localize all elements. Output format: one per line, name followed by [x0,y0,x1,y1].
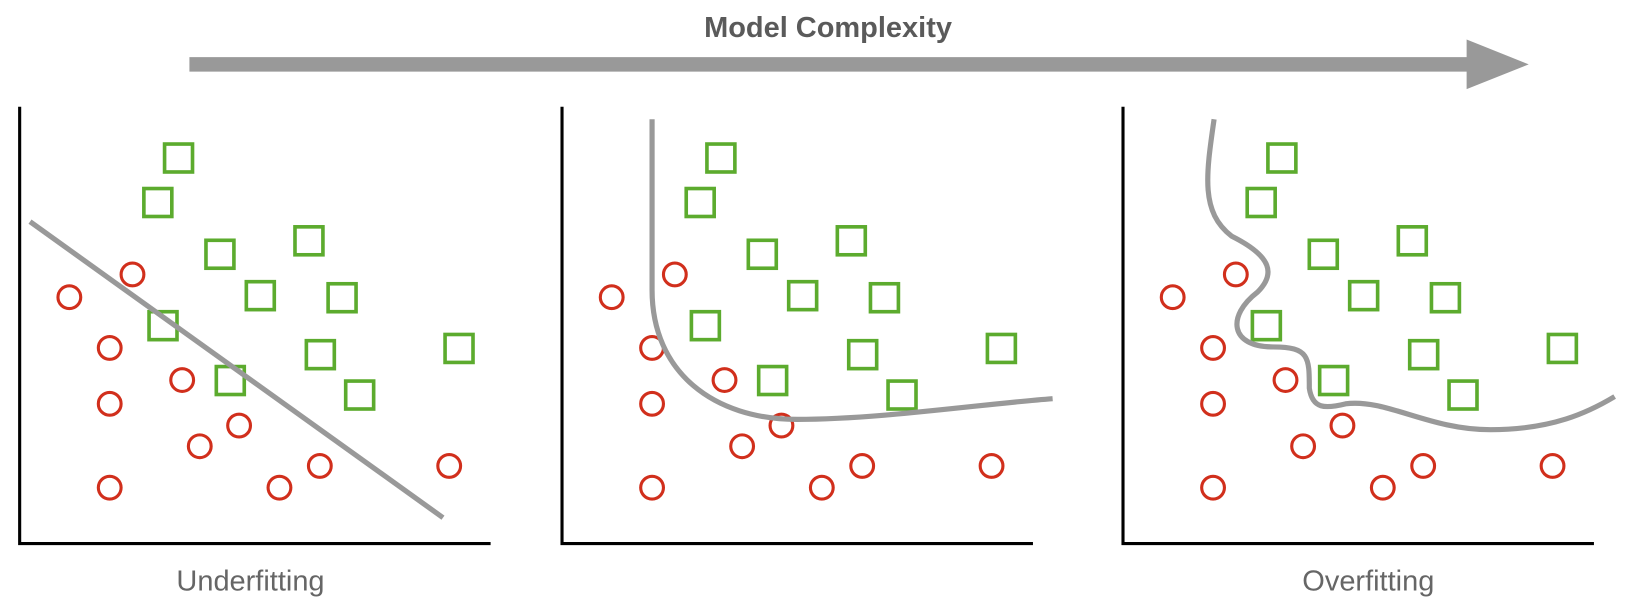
axes [1121,105,1596,546]
title: Model Complexity [704,12,952,44]
panel: Underfitting [18,105,493,598]
panel-label: Overfitting [1302,566,1434,598]
panel: Overfitting [1121,105,1616,598]
points [56,142,475,501]
boundary [1205,118,1616,433]
points [598,142,1018,501]
axes [18,105,493,546]
boundary [649,119,1053,422]
points [1159,142,1579,501]
axes [560,105,1035,546]
panel [560,105,1053,546]
panel-label: Underfitting [176,566,324,598]
boundary [28,219,445,520]
arrow-head [1466,39,1529,90]
